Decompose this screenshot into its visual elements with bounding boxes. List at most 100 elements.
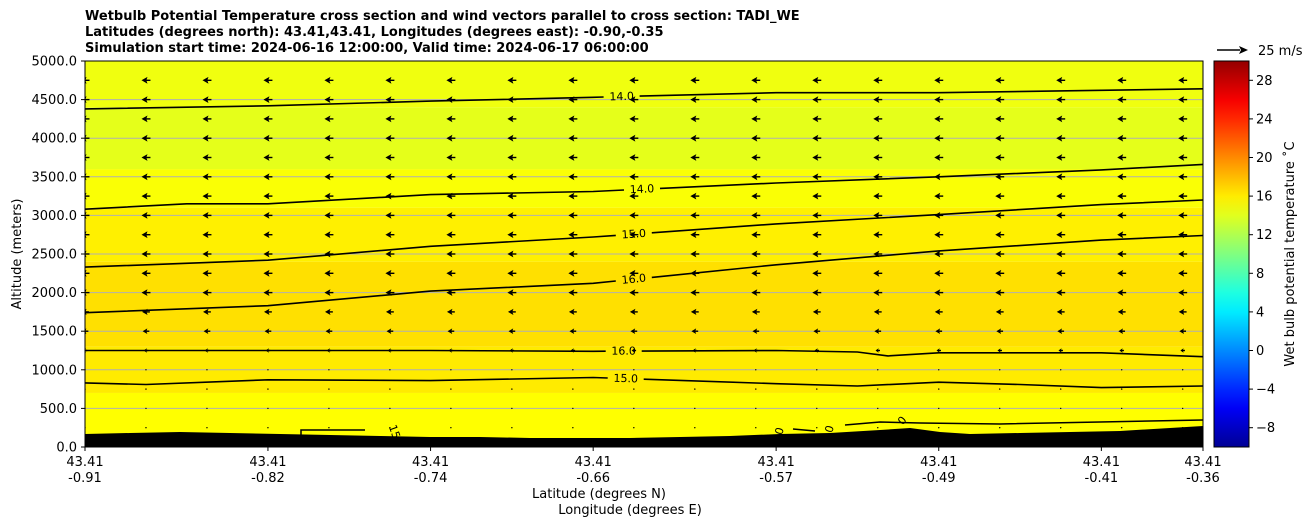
wind-vector <box>141 192 148 200</box>
colorbar-bar <box>1213 60 1250 448</box>
wind-vector <box>629 134 636 142</box>
surface-contour-line <box>300 429 365 437</box>
surface-contour-line <box>844 419 1204 426</box>
wind-vector <box>507 192 514 200</box>
wind-vector <box>142 328 148 334</box>
y-tick-label: 2000.0 <box>32 286 78 301</box>
wind-vector <box>324 269 331 277</box>
wind-vector <box>690 173 697 181</box>
wind-vector <box>751 192 758 200</box>
wind-vector <box>1056 96 1063 103</box>
wind-vector <box>813 328 819 334</box>
wind-vector <box>934 154 941 161</box>
wind-vector <box>877 388 879 390</box>
wind-vector <box>385 76 392 84</box>
x-tick-label-lat: 43.41 <box>412 455 449 470</box>
wind-vector <box>324 231 331 239</box>
wind-vector <box>568 173 575 181</box>
wind-vector <box>202 134 209 142</box>
wind-vector <box>630 328 636 334</box>
wind-vector <box>812 192 819 200</box>
wind-vector <box>751 76 758 84</box>
wind-vector <box>450 427 452 429</box>
wind-vector <box>629 289 636 296</box>
wind-vector <box>446 308 453 315</box>
wind-vector <box>995 250 1002 258</box>
y-axis-label: Altitude (meters) <box>10 199 25 310</box>
wind-vector <box>751 115 758 123</box>
wind-vector <box>572 427 574 429</box>
wind-vector <box>202 96 209 103</box>
x-tick-label-lon: -0.49 <box>922 471 956 486</box>
wind-vector <box>1056 192 1063 200</box>
wind-vector <box>324 96 331 103</box>
wind-vector <box>877 407 879 410</box>
wind-vector <box>694 369 696 371</box>
wind-vector <box>629 76 636 84</box>
wind-vector <box>629 96 636 103</box>
wind-vector <box>934 250 941 258</box>
wind-vector <box>690 212 697 219</box>
wind-vector <box>507 250 514 258</box>
wind-vector <box>385 231 392 239</box>
x-tick-label-lat: 43.41 <box>249 455 286 470</box>
terrain-profile <box>85 426 1203 447</box>
wind-vector <box>1060 369 1062 371</box>
wind-vector <box>1056 250 1063 258</box>
wind-vector <box>751 134 758 142</box>
contour-line-16.0-3-b <box>651 234 1203 279</box>
contour-line-15.0-5-a <box>85 376 608 386</box>
wind-vector <box>1117 269 1124 277</box>
wind-vector <box>995 115 1002 123</box>
x-tick-label-lat: 43.41 <box>920 455 957 470</box>
colorbar-label: Wet bulb potential temperature ˚C <box>1282 141 1298 366</box>
wind-vector <box>812 134 819 142</box>
wind-vector <box>507 134 514 142</box>
wind-vector <box>816 407 818 410</box>
wind-vector <box>1178 96 1185 103</box>
wind-vector <box>812 250 819 258</box>
y-tick-label: 1000.0 <box>32 363 78 378</box>
wind-vector <box>568 250 575 258</box>
wind-vector <box>690 192 697 200</box>
wind-vector <box>1178 115 1185 123</box>
wind-vector <box>1057 328 1063 334</box>
wind-vector <box>1120 369 1123 371</box>
y-tick-label: 5000.0 <box>32 55 78 70</box>
wind-vector <box>328 407 330 410</box>
wind-vector <box>1178 173 1185 181</box>
wind-vector <box>995 134 1002 142</box>
contour-line-14.0-0-a <box>85 96 604 110</box>
wind-vector <box>263 76 270 84</box>
wind-vector <box>446 231 453 239</box>
colorbar-tick-label: −4 <box>1256 383 1275 398</box>
wind-vector <box>568 308 575 315</box>
wind-vector <box>572 369 574 371</box>
wind-vector <box>263 192 270 200</box>
wind-vector <box>812 269 819 277</box>
wind-vector <box>385 192 392 200</box>
wind-vector <box>995 231 1002 239</box>
x-tick-label-lon: -0.82 <box>251 471 285 486</box>
wind-vector <box>934 289 941 296</box>
wind-vector <box>873 269 880 277</box>
colorbar: −8 −4 0 4 8 12 16 20 24 28 Wet bulb potential temp… <box>1213 60 1298 448</box>
wind-vector <box>1178 212 1185 219</box>
contour-line-14.0-1-a <box>85 189 625 210</box>
wind-vector <box>325 308 331 315</box>
wind-vector <box>206 369 208 371</box>
wind-vector <box>995 76 1002 84</box>
wind-vector <box>1056 115 1063 123</box>
colorbar-tick-label: 20 <box>1256 151 1273 166</box>
wind-vector <box>996 328 1002 334</box>
wind-vector <box>995 192 1002 200</box>
wind-vector <box>450 407 452 410</box>
wind-vector <box>507 76 514 84</box>
x-tick-label-lat: 43.41 <box>758 455 795 470</box>
x-tick-label-lat: 43.41 <box>575 455 612 470</box>
wind-vector <box>751 96 758 103</box>
wind-vector <box>934 192 941 200</box>
wind-vector <box>202 289 209 296</box>
y-tick-label: 4500.0 <box>32 93 78 108</box>
wind-vector <box>873 76 880 84</box>
